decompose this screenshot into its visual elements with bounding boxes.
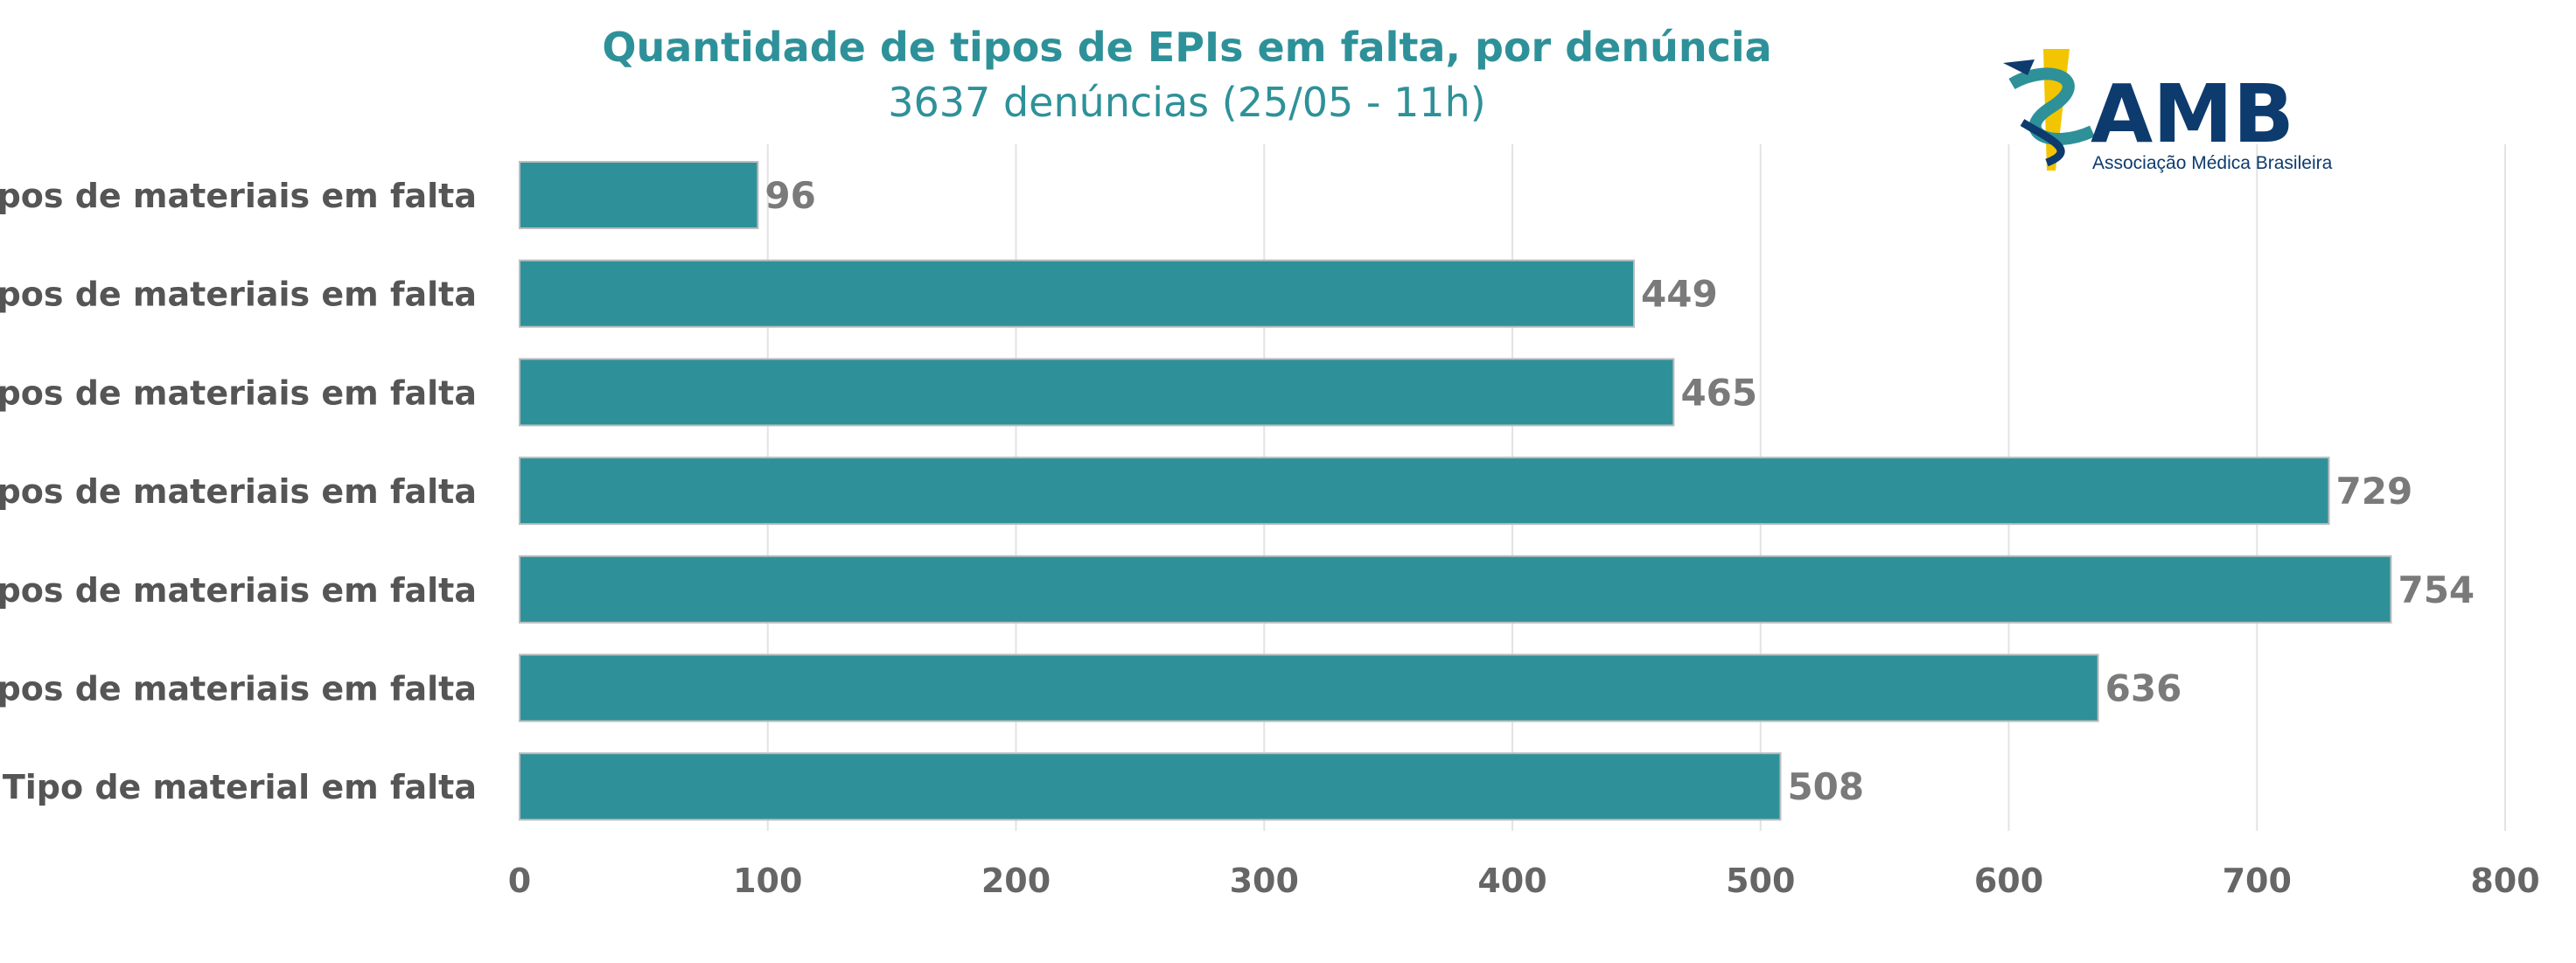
amb-logo: AMB Associação Médica Brasileira (2003, 49, 2333, 173)
bar (519, 161, 759, 229)
category-label: 6 Tipos de materiais em falta (0, 276, 477, 314)
category-labels: 7 Tipos de materiais em falta 6 Tipos de … (0, 177, 477, 806)
bar (519, 653, 2099, 722)
x-tick-label: 700 (2223, 862, 2292, 900)
x-tick-label: 600 (1974, 862, 2043, 900)
x-tick-label: 0 (508, 862, 531, 900)
bar (519, 555, 2392, 624)
category-label: 3 Tipos de materiais em falta (0, 571, 477, 610)
value-label: 465 (1680, 371, 1757, 414)
x-tick-label: 100 (733, 862, 802, 900)
bar (519, 752, 1782, 821)
chart-subtitle: 3637 denúncias (25/05 - 11h) (888, 79, 1486, 126)
x-tick-label: 800 (2470, 862, 2539, 900)
bar (519, 457, 2330, 526)
value-label: 96 (764, 174, 815, 217)
logo-wordmark: AMB (2091, 67, 2294, 161)
value-label: 449 (1641, 273, 1718, 316)
x-tick-label: 200 (981, 862, 1051, 900)
bars-group (519, 161, 2392, 821)
category-label: 4 Tipos de materiais em falta (0, 472, 477, 511)
category-label: 1 Tipo de material em falta (0, 768, 477, 806)
x-tick-label: 300 (1230, 862, 1299, 900)
value-label: 508 (1787, 765, 1864, 808)
value-labels: 96 449 465 729 754 636 508 (764, 174, 2475, 808)
logo-tagline: Associação Médica Brasileira (2092, 153, 2333, 173)
bar (519, 259, 1636, 328)
value-label: 729 (2336, 470, 2413, 513)
category-label: 2 Tipos de materiais em falta (0, 670, 477, 708)
x-tick-label: 400 (1477, 862, 1546, 900)
category-label: 7 Tipos de materiais em falta (0, 177, 477, 215)
x-axis-ticks: 0 100 200 300 400 500 600 700 800 (508, 862, 2540, 900)
chart-title: Quantidade de tipos de EPIs em falta, po… (602, 24, 1771, 71)
value-label: 636 (2105, 667, 2182, 710)
caduceus-icon (2003, 49, 2095, 171)
category-label: 5 Tipos de materiais em falta (0, 373, 477, 412)
bar (519, 358, 1675, 427)
x-tick-label: 500 (1726, 862, 1795, 900)
value-label: 754 (2398, 569, 2475, 611)
